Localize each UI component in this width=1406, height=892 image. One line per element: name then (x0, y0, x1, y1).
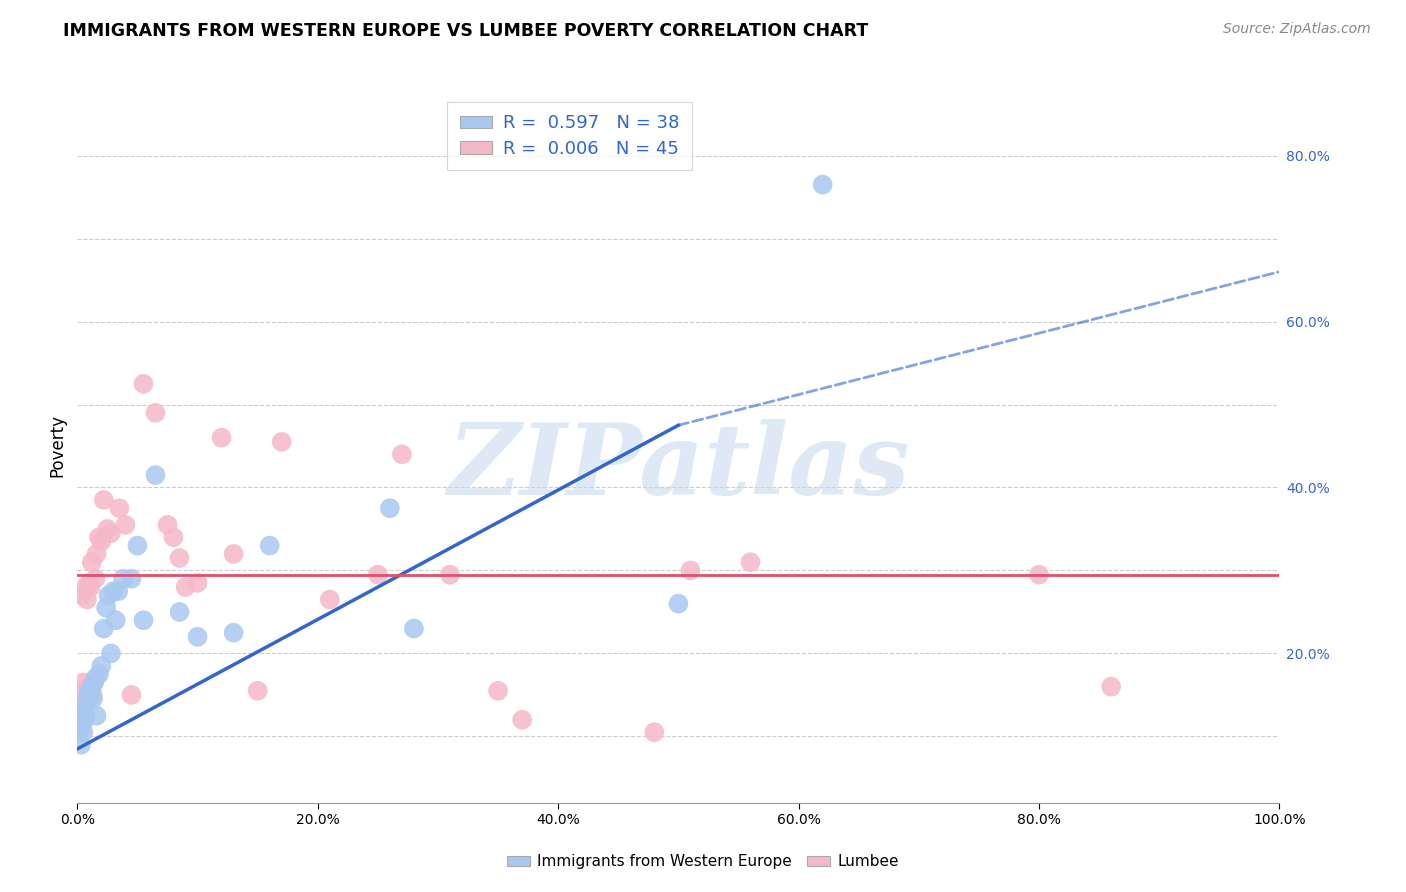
Point (169, 605, 191, 619)
Point (80, 680, 103, 694)
Point (73, 705, 96, 719)
Point (93, 492, 115, 507)
Point (79, 580, 101, 594)
Point (1099, 680, 1122, 694)
Point (132, 376, 155, 391)
Point (70, 588, 93, 602)
Point (679, 564, 702, 578)
Point (174, 580, 197, 594)
Point (222, 625, 245, 640)
Point (90, 659, 112, 673)
Point (86, 708, 108, 723)
Legend: Immigrants from Western Europe, Lumbee: Immigrants from Western Europe, Lumbee (501, 848, 905, 875)
Point (402, 622, 425, 636)
Point (246, 683, 269, 698)
Point (75, 708, 97, 723)
Point (79, 575, 101, 590)
Point (93, 622, 115, 636)
Point (96, 522, 118, 536)
Point (120, 572, 142, 586)
Point (87, 530, 110, 544)
Point (75, 580, 97, 594)
Text: IMMIGRANTS FROM WESTERN EUROPE VS LUMBEE POVERTY CORRELATION CHART: IMMIGRANTS FROM WESTERN EUROPE VS LUMBEE… (63, 22, 869, 40)
Point (120, 688, 142, 702)
Point (103, 584, 125, 599)
Point (510, 713, 533, 727)
Point (222, 547, 245, 561)
Point (73, 683, 96, 698)
Point (82, 688, 104, 702)
Text: Source: ZipAtlas.com: Source: ZipAtlas.com (1223, 22, 1371, 37)
Point (108, 501, 131, 516)
Point (76, 696, 98, 710)
Point (97, 588, 120, 602)
Point (114, 517, 136, 532)
Point (439, 567, 461, 582)
Point (86, 547, 108, 561)
Point (367, 567, 389, 582)
Point (72, 692, 94, 706)
Point (84, 671, 107, 685)
Point (186, 630, 209, 644)
Point (643, 725, 665, 739)
Point (73, 713, 96, 727)
Point (104, 613, 127, 627)
Point (378, 501, 401, 516)
Point (70, 721, 93, 735)
Point (668, 597, 690, 611)
Point (72, 675, 94, 690)
Point (96, 600, 118, 615)
Point (70, 683, 93, 698)
Legend: R =  0.597   N = 38, R =  0.006   N = 45: R = 0.597 N = 38, R = 0.006 N = 45 (447, 102, 692, 170)
Point (76, 592, 98, 607)
Point (127, 539, 149, 553)
Point (79, 688, 101, 702)
Point (70, 738, 93, 752)
Point (79, 683, 101, 698)
Point (77, 688, 100, 702)
Point (156, 517, 179, 532)
Point (145, 406, 167, 420)
Point (811, 178, 834, 192)
Y-axis label: Poverty: Poverty (48, 415, 66, 477)
Point (319, 592, 342, 607)
Point (259, 539, 281, 553)
Point (83, 675, 105, 690)
Point (111, 572, 134, 586)
Point (90, 534, 112, 549)
Point (169, 551, 191, 566)
Point (80, 555, 103, 569)
Point (162, 530, 184, 544)
Point (82, 692, 104, 706)
Point (107, 584, 129, 599)
Point (391, 447, 413, 461)
Point (211, 431, 233, 445)
Point (77, 680, 100, 694)
Point (70, 717, 93, 731)
Point (740, 555, 762, 569)
Point (186, 575, 209, 590)
Point (486, 683, 509, 698)
Point (1028, 567, 1050, 582)
Point (270, 434, 292, 449)
Point (100, 647, 122, 661)
Point (87, 667, 110, 681)
Point (132, 613, 155, 627)
Point (84, 572, 107, 586)
Point (72, 725, 94, 739)
Text: ZIPatlas: ZIPatlas (447, 419, 910, 516)
Point (100, 526, 122, 541)
Point (69, 705, 91, 719)
Point (145, 468, 167, 483)
